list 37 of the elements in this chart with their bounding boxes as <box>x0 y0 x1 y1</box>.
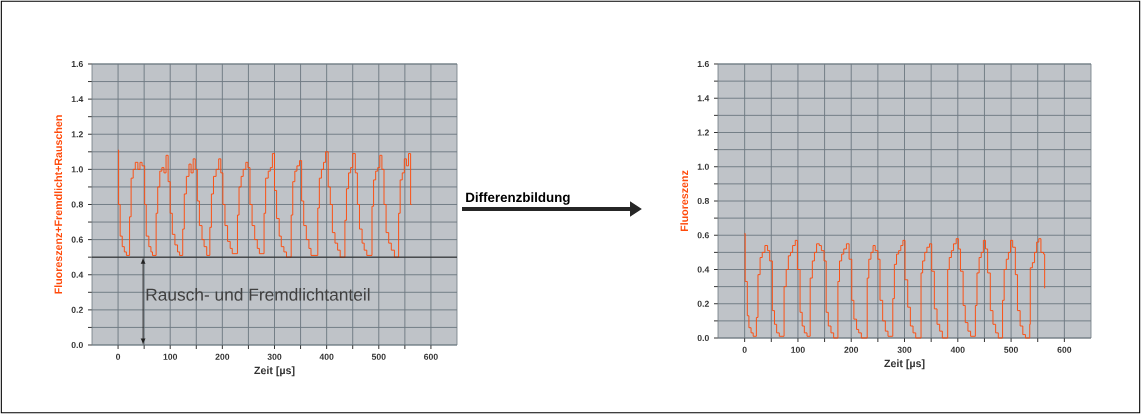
y-tick-label: 0.0 <box>697 334 709 342</box>
y-tick-label: 0.4 <box>71 271 84 278</box>
y-tick-label: 0.2 <box>71 306 83 313</box>
y-axis-title: Fluoreszenz+Fremdlicht+Rauschen <box>54 115 63 294</box>
x-tick-label: 200 <box>844 346 859 353</box>
y-axis-title: Fluoreszenz <box>680 170 689 232</box>
x-tick-label: 100 <box>163 353 178 360</box>
y-tick-label: 1.0 <box>71 166 83 173</box>
x-tick-label: 600 <box>1057 346 1072 353</box>
text: Differenzbildung <box>466 192 570 205</box>
y-tick-label: 0.6 <box>697 232 709 239</box>
x-tick-label: 100 <box>791 346 805 353</box>
x-tick-label: 600 <box>424 353 438 360</box>
y-tick-label: 1.2 <box>71 131 83 138</box>
x-tick-label: 0 <box>742 346 747 353</box>
y-tick-label: 1.6 <box>697 60 709 68</box>
y-tick-label: 1.4 <box>71 96 84 103</box>
x-tick-label: 500 <box>371 353 386 360</box>
y-tick-label: 0.4 <box>697 266 710 273</box>
y-tick-label: 0.0 <box>71 341 83 349</box>
y-tick-label: 1.0 <box>697 163 709 170</box>
y-tick-label: 1.6 <box>71 60 83 68</box>
x-tick-label: 500 <box>1004 346 1018 353</box>
y-tick-label: 0.6 <box>71 236 83 243</box>
y-tick-label: 1.4 <box>697 95 710 102</box>
x-tick-label: 0 <box>116 353 121 360</box>
x-tick-label: 300 <box>897 346 912 353</box>
x-tick-label: 400 <box>319 353 334 360</box>
y-tick-label: 0.8 <box>71 201 84 208</box>
x-tick-label: 400 <box>950 346 965 353</box>
y-tick-label: 0.8 <box>697 197 710 205</box>
y-tick-label: 1.2 <box>697 129 709 136</box>
x-tick-label: 200 <box>215 353 230 360</box>
y-tick-label: 0.2 <box>697 300 709 307</box>
x-tick-label: 300 <box>267 353 282 360</box>
x-axis-title: Zeit [µs] <box>884 359 925 370</box>
x-axis-title: Zeit [µs] <box>254 366 295 377</box>
